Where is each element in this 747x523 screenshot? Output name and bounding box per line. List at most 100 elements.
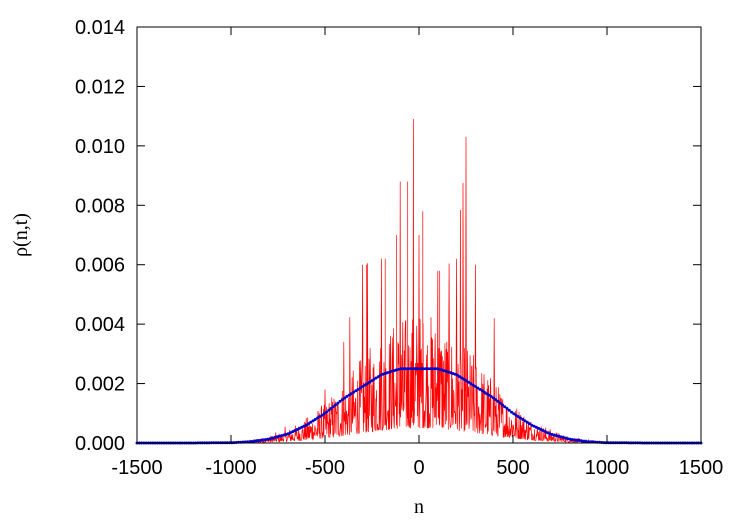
- x-tick-label: -500: [305, 457, 345, 479]
- smooth-series-point: [288, 431, 292, 435]
- y-tick-label: 0.002: [75, 374, 125, 396]
- smooth-series-point: [307, 422, 310, 426]
- smooth-series-point: [507, 408, 511, 412]
- smooth-series-point: [311, 419, 315, 423]
- smooth-series-point: [582, 439, 586, 443]
- smooth-series-point: [345, 395, 349, 398]
- smooth-series-point: [573, 438, 577, 442]
- smooth-series-point: [433, 367, 437, 371]
- smooth-series-point: [512, 412, 516, 416]
- smooth-series-point: [415, 367, 419, 371]
- smooth-series-point: [584, 440, 588, 443]
- smooth-series-point: [334, 403, 337, 407]
- smooth-series-point: [352, 390, 356, 394]
- smooth-series-point: [559, 435, 563, 439]
- smooth-series-point: [480, 389, 484, 393]
- smooth-series-point: [521, 418, 525, 421]
- smooth-series-point: [363, 383, 367, 387]
- smooth-series-point: [327, 408, 331, 412]
- smooth-series-point: [255, 439, 259, 443]
- smooth-series-point: [316, 416, 319, 420]
- smooth-series-point: [408, 367, 412, 371]
- smooth-series-point: [397, 367, 401, 371]
- smooth-series-point: [331, 405, 335, 409]
- smooth-series-point: [277, 434, 281, 438]
- smooth-series-point: [510, 410, 513, 414]
- smooth-series-point: [329, 407, 333, 410]
- smooth-series-point: [455, 373, 459, 377]
- smooth-series-point: [487, 393, 491, 397]
- smooth-series-point: [390, 369, 394, 373]
- smooth-series-point: [519, 416, 522, 420]
- x-tick-label: 0: [413, 457, 424, 479]
- smooth-series-point: [297, 426, 301, 430]
- smooth-series-point: [469, 382, 473, 386]
- smooth-series-point: [577, 439, 581, 442]
- smooth-series-point: [426, 367, 430, 371]
- smooth-series-point: [318, 415, 322, 419]
- smooth-series-point: [259, 438, 263, 442]
- smooth-series-point: [498, 401, 502, 405]
- smooth-series-point: [564, 436, 568, 440]
- smooth-series-point: [523, 419, 527, 423]
- smooth-series-point: [424, 367, 428, 371]
- smooth-series-point: [539, 428, 543, 431]
- y-tick-label: 0.014: [75, 17, 125, 39]
- smooth-series-point: [570, 438, 574, 442]
- smooth-series-point: [340, 398, 344, 402]
- smooth-series-point: [417, 367, 421, 371]
- smooth-series-point: [530, 423, 534, 427]
- y-axis-title: ρ(n,t): [10, 213, 32, 257]
- smooth-series-point: [365, 382, 369, 386]
- smooth-series-point: [525, 420, 529, 424]
- smooth-series-point: [458, 375, 462, 379]
- smooth-series-point: [356, 387, 360, 391]
- smooth-series-point: [431, 367, 434, 371]
- x-axis-title: n: [414, 496, 424, 518]
- smooth-series-point: [367, 380, 371, 384]
- smooth-series-point: [349, 392, 353, 396]
- smooth-series-point: [379, 373, 383, 377]
- smooth-series-point: [404, 367, 407, 371]
- smooth-series-point: [322, 412, 326, 416]
- smooth-series-point: [250, 440, 254, 443]
- plot-area: [135, 119, 703, 445]
- y-tick-label: 0.008: [75, 195, 125, 217]
- smooth-series-point: [514, 413, 518, 417]
- smooth-series-point: [528, 422, 531, 426]
- smooth-series-point: [343, 396, 347, 400]
- axis-ticks: [136, 26, 702, 444]
- smooth-series-point: [505, 407, 509, 410]
- smooth-series-point: [376, 375, 380, 379]
- smooth-series-point: [347, 393, 351, 397]
- smooth-series-point: [413, 367, 416, 371]
- y-tick-label: 0.004: [75, 314, 125, 336]
- smooth-series-point: [428, 367, 432, 371]
- smooth-series-point: [282, 433, 286, 437]
- smooth-series-point: [399, 367, 403, 371]
- smooth-series-point: [410, 367, 414, 371]
- x-tick-label: -1000: [205, 457, 256, 479]
- smooth-series-point: [476, 386, 480, 390]
- smooth-series-point: [485, 392, 489, 396]
- axis-tick-labels: -1500 -1000 -500 0 500 1000 1500 0.000 0.002 0.00…: [75, 17, 723, 479]
- smooth-series-point: [361, 385, 365, 388]
- smooth-series-point: [464, 379, 468, 383]
- smooth-series-point: [293, 429, 297, 432]
- smooth-series-point: [575, 438, 579, 442]
- smooth-series-point: [370, 379, 374, 383]
- x-tick-label: 1000: [585, 457, 630, 479]
- smooth-series-point: [494, 398, 498, 402]
- smooth-series-point: [394, 368, 398, 372]
- smooth-series-point: [385, 371, 389, 375]
- smooth-series-point: [467, 380, 471, 384]
- smooth-series-point: [516, 415, 520, 419]
- smooth-series-point: [252, 439, 256, 443]
- smooth-series-point: [566, 437, 570, 441]
- smooth-series-point: [401, 367, 405, 371]
- smooth-series-point: [257, 439, 261, 442]
- smooth-series-point: [442, 369, 446, 373]
- smooth-series-point: [302, 424, 306, 428]
- smooth-series-point: [453, 372, 457, 376]
